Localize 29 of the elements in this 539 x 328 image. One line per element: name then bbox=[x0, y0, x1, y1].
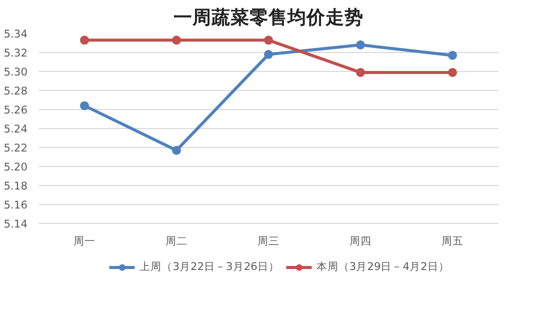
x-tick-label: 周二 bbox=[166, 234, 188, 248]
y-tick-label: 5.18 bbox=[4, 180, 28, 192]
point bbox=[80, 101, 89, 110]
y-tick-label: 5.28 bbox=[4, 84, 28, 98]
x-tick-label: 周三 bbox=[258, 234, 280, 248]
legend-label: 上周（3月22日－3月26日） bbox=[140, 260, 280, 274]
y-tick-label: 5.22 bbox=[4, 142, 28, 154]
point bbox=[448, 68, 457, 77]
point bbox=[356, 40, 365, 50]
point bbox=[80, 36, 89, 45]
x-tick-label: 周一 bbox=[74, 234, 96, 248]
point bbox=[264, 36, 273, 45]
legend-label: 本周（3月29日－4月2日） bbox=[316, 260, 450, 274]
y-tick-label: 5.26 bbox=[4, 104, 28, 116]
x-tick-label: 周四 bbox=[350, 234, 372, 248]
point bbox=[448, 50, 457, 60]
point bbox=[172, 146, 181, 155]
point bbox=[264, 50, 273, 59]
y-tick-label: 5.16 bbox=[4, 198, 28, 212]
y-tick-label: 5.30 bbox=[4, 66, 28, 78]
y-tick-label: 5.14 bbox=[4, 218, 28, 230]
y-tick-label: 5.32 bbox=[4, 46, 28, 60]
x-tick-label: 周五 bbox=[442, 234, 464, 248]
y-tick-label: 5.34 bbox=[4, 28, 28, 40]
chart-title: 一周蔬菜零售均价走势 bbox=[174, 6, 364, 28]
point bbox=[172, 36, 181, 45]
point bbox=[356, 68, 365, 77]
y-tick-label: 5.24 bbox=[4, 122, 28, 136]
y-tick-label: 5.20 bbox=[4, 160, 28, 174]
